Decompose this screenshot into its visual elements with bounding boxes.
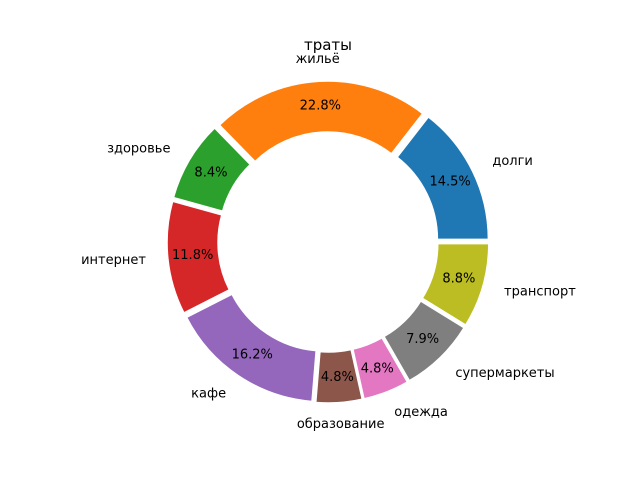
slice-интернет — [166, 200, 231, 314]
category-label: супермаркеты — [455, 366, 554, 381]
percent-label: 11.8% — [172, 248, 213, 263]
slices-group — [166, 80, 490, 404]
category-label: здоровье — [107, 141, 170, 156]
category-label: интернет — [81, 253, 146, 268]
slice-образование — [314, 348, 364, 404]
slice-кафе — [185, 293, 317, 403]
percent-label: 14.5% — [429, 175, 470, 190]
slice-супермаркеты — [382, 299, 466, 382]
percent-label: 4.8% — [361, 361, 394, 376]
percent-label: 16.2% — [232, 347, 273, 362]
labels-group: 14.5% долги 22.8% жильё 8.4% здоровье 11.8% инт… — [81, 52, 576, 432]
slice-долги — [396, 115, 490, 241]
percent-label: 4.8% — [321, 370, 354, 385]
chart-title: траты — [304, 36, 352, 54]
category-label: долги — [492, 154, 533, 169]
percent-label: 8.8% — [442, 272, 475, 287]
category-label: образование — [297, 417, 385, 432]
slice-транспорт — [421, 242, 490, 327]
slice-одежда — [351, 336, 409, 400]
slice-здоровье — [172, 126, 252, 213]
slice-жильё — [218, 80, 424, 163]
percent-label: 7.9% — [406, 332, 439, 347]
percent-label: 22.8% — [300, 99, 341, 114]
category-label: кафе — [191, 386, 226, 401]
category-label: одежда — [394, 405, 448, 420]
percent-label: 8.4% — [194, 165, 227, 180]
category-label: транспорт — [504, 284, 576, 299]
category-label: жильё — [296, 52, 340, 67]
